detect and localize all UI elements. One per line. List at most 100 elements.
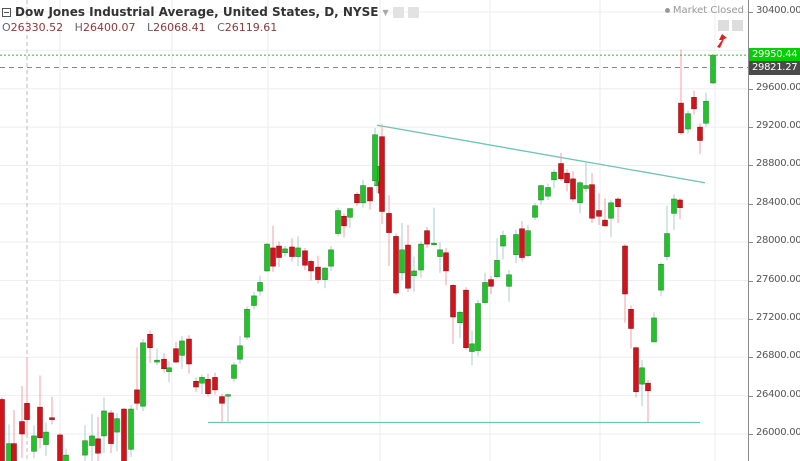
open-label: O <box>2 21 11 34</box>
axis-tick <box>749 12 753 13</box>
axis-tick <box>749 127 753 129</box>
candle <box>577 180 583 214</box>
candle <box>386 195 392 267</box>
candlestick-chart-plot[interactable] <box>0 0 748 461</box>
market-status-text: Market Closed <box>672 5 744 16</box>
candle <box>173 341 179 364</box>
candle <box>671 194 677 230</box>
candle <box>237 336 243 364</box>
chart-legend: Dow Jones Industrial Average, United Sta… <box>2 4 419 34</box>
candle <box>315 255 321 284</box>
candle <box>0 397 5 461</box>
candle <box>43 422 49 457</box>
trendlines[interactable] <box>208 124 706 424</box>
candle <box>335 207 341 237</box>
candle <box>322 267 328 289</box>
candle <box>354 192 360 206</box>
axis-tick-label: 27200.00 <box>756 311 800 323</box>
candle <box>558 152 564 181</box>
candle <box>302 247 308 270</box>
candle <box>114 412 120 452</box>
symbol-title: Dow Jones Industrial Average, United Sta… <box>15 5 379 19</box>
candle <box>108 410 114 454</box>
candle <box>513 229 519 264</box>
up-arrow-icon <box>717 34 727 48</box>
candle <box>219 393 225 424</box>
candle <box>488 275 494 294</box>
candle <box>457 311 463 339</box>
candle <box>270 225 276 272</box>
close-value: 26119.61 <box>224 21 278 34</box>
candle <box>564 169 570 192</box>
candle <box>685 110 691 134</box>
candle <box>424 226 430 248</box>
candle <box>463 287 469 350</box>
scroll-down-icon[interactable] <box>718 20 729 31</box>
axis-tick <box>749 318 753 320</box>
axis-tick-label: 26000.00 <box>756 427 800 438</box>
candle <box>431 207 437 247</box>
axis-tick <box>749 203 753 205</box>
axis-tick <box>749 165 753 167</box>
visibility-icon[interactable] <box>392 6 404 18</box>
candle <box>525 224 531 258</box>
price-axis[interactable]: 30400.00 29600.00 29200.00 28800.00 28400.00… <box>748 0 800 461</box>
candle <box>405 224 411 293</box>
candle <box>121 408 127 461</box>
collapse-icon[interactable] <box>2 7 11 17</box>
ohlc-values: O26330.52 H26400.07 L26068.41 C26119.61 <box>2 21 419 34</box>
candle <box>257 275 263 296</box>
last-price-tag: 29950.44 <box>749 48 800 63</box>
candle <box>633 346 639 398</box>
candle <box>205 373 211 397</box>
candle <box>140 339 146 411</box>
candle <box>225 393 231 424</box>
candle <box>437 242 443 273</box>
candle <box>6 424 12 461</box>
candle <box>212 372 218 395</box>
candle <box>134 347 140 411</box>
candle <box>678 49 684 135</box>
candle <box>128 405 134 458</box>
scroll-resize-icon[interactable] <box>732 20 743 31</box>
candle <box>231 362 237 383</box>
axis-tick-label: 29200.00 <box>756 120 800 132</box>
candle <box>379 124 385 224</box>
candle <box>347 207 353 228</box>
gear-icon[interactable] <box>407 6 419 18</box>
candle <box>24 357 30 436</box>
high-label: H <box>74 21 83 34</box>
chevron-down-icon[interactable]: ▼ <box>382 7 389 17</box>
low-value: 26068.41 <box>153 21 206 34</box>
candle <box>697 123 703 154</box>
candle <box>308 259 314 281</box>
candle <box>664 205 670 261</box>
close-label: C <box>217 21 225 34</box>
candle <box>82 425 88 461</box>
prev-close-tag: 29821.27 <box>749 60 800 75</box>
candle <box>651 312 657 343</box>
axis-tick <box>749 434 753 435</box>
candle <box>289 238 295 262</box>
candle <box>677 198 683 220</box>
candle <box>282 246 288 257</box>
candle <box>469 330 475 365</box>
candle <box>519 221 525 262</box>
candle <box>251 292 257 310</box>
candle <box>608 199 614 238</box>
candle <box>199 374 205 394</box>
candle <box>418 241 424 278</box>
candle <box>186 335 192 374</box>
candle <box>589 173 595 223</box>
candle <box>506 269 512 302</box>
candle <box>264 243 270 272</box>
candle <box>101 397 107 454</box>
axis-tick-label: 28400.00 <box>756 196 800 208</box>
candle <box>360 179 366 208</box>
trendline-descending-resistance[interactable] <box>376 124 706 184</box>
candle <box>494 238 500 279</box>
candle <box>89 413 95 461</box>
axis-tick-label: 29600.00 <box>756 81 800 93</box>
candle <box>475 299 481 357</box>
candle <box>583 160 589 193</box>
